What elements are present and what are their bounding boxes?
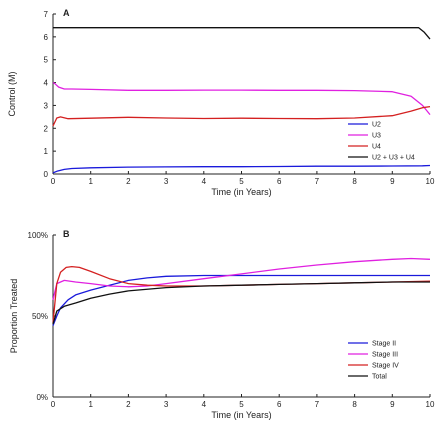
x-axis-title: Time (in Years) bbox=[211, 187, 271, 197]
x-tick-label: 0 bbox=[51, 400, 56, 409]
legend-label: U2 + U3 + U4 bbox=[372, 155, 415, 162]
x-tick-label: 8 bbox=[352, 177, 357, 186]
x-tick-label: 4 bbox=[202, 177, 207, 186]
x-tick-label: 1 bbox=[88, 177, 93, 186]
panel-label: A bbox=[63, 8, 70, 18]
x-tick-label: 4 bbox=[202, 400, 207, 409]
legend-label: Total bbox=[372, 374, 387, 381]
y-tick-label: 0% bbox=[36, 393, 48, 402]
legend-label: U3 bbox=[372, 133, 381, 140]
legend-label: Stage IV bbox=[372, 363, 399, 370]
x-tick-label: 9 bbox=[390, 177, 395, 186]
x-tick-label: 6 bbox=[277, 400, 282, 409]
x-tick-label: 8 bbox=[352, 400, 357, 409]
x-tick-label: 0 bbox=[51, 177, 56, 186]
series-line-u2-u3-u4 bbox=[53, 27, 431, 40]
y-tick-label: 3 bbox=[44, 101, 49, 110]
y-tick-label: 2 bbox=[44, 124, 49, 133]
x-tick-label: 7 bbox=[315, 400, 320, 409]
series-line-stage-iii bbox=[52, 257, 431, 300]
x-tick-label: 2 bbox=[126, 400, 131, 409]
y-axis-title: Control (M) bbox=[7, 71, 17, 116]
y-tick-label: 4 bbox=[44, 79, 49, 88]
x-tick-label: 10 bbox=[426, 400, 435, 409]
x-tick-label: 3 bbox=[164, 177, 169, 186]
legend-label: Stage III bbox=[372, 352, 398, 359]
y-tick-label: 5 bbox=[44, 56, 49, 65]
legend: Stage II Stage III Stage IV Total bbox=[348, 341, 399, 381]
legend-label: Stage II bbox=[372, 341, 396, 348]
x-tick-label: 2 bbox=[126, 177, 131, 186]
x-tick-label: 7 bbox=[315, 177, 320, 186]
y-tick-label: 50% bbox=[32, 312, 48, 321]
panel-label: B bbox=[63, 229, 70, 239]
y-tick-label: 7 bbox=[44, 10, 49, 19]
series-line-u4 bbox=[52, 105, 431, 127]
y-axis-title: Proportion Treated bbox=[9, 279, 19, 354]
x-tick-label: 1 bbox=[88, 400, 93, 409]
legend: U2 U3 U4 U2 + U3 + U4 bbox=[348, 122, 415, 162]
series-line-u3 bbox=[52, 82, 431, 116]
y-tick-label: 100% bbox=[28, 231, 48, 240]
y-tick-label: 0 bbox=[44, 170, 49, 179]
series-line-total bbox=[52, 281, 430, 325]
x-axis-title: Time (in Years) bbox=[211, 410, 271, 420]
y-tick-label: 1 bbox=[44, 147, 49, 156]
y-tick-label: 6 bbox=[44, 33, 49, 42]
x-tick-label: 5 bbox=[239, 177, 244, 186]
series-line-u2 bbox=[52, 164, 431, 174]
x-tick-label: 3 bbox=[164, 400, 169, 409]
series-line-stage-ii bbox=[52, 274, 430, 326]
panel-A: 0 1 2 3 4 5 6 7 8 9 10 0 1 2 3 4 5 6 7 A Time (in Years) Cont… bbox=[7, 8, 435, 197]
x-tick-label: 9 bbox=[390, 400, 395, 409]
legend-label: U2 bbox=[372, 122, 381, 129]
x-tick-label: 10 bbox=[426, 177, 435, 186]
x-tick-label: 5 bbox=[239, 400, 244, 409]
legend-label: U4 bbox=[372, 144, 381, 151]
x-tick-label: 6 bbox=[277, 177, 282, 186]
